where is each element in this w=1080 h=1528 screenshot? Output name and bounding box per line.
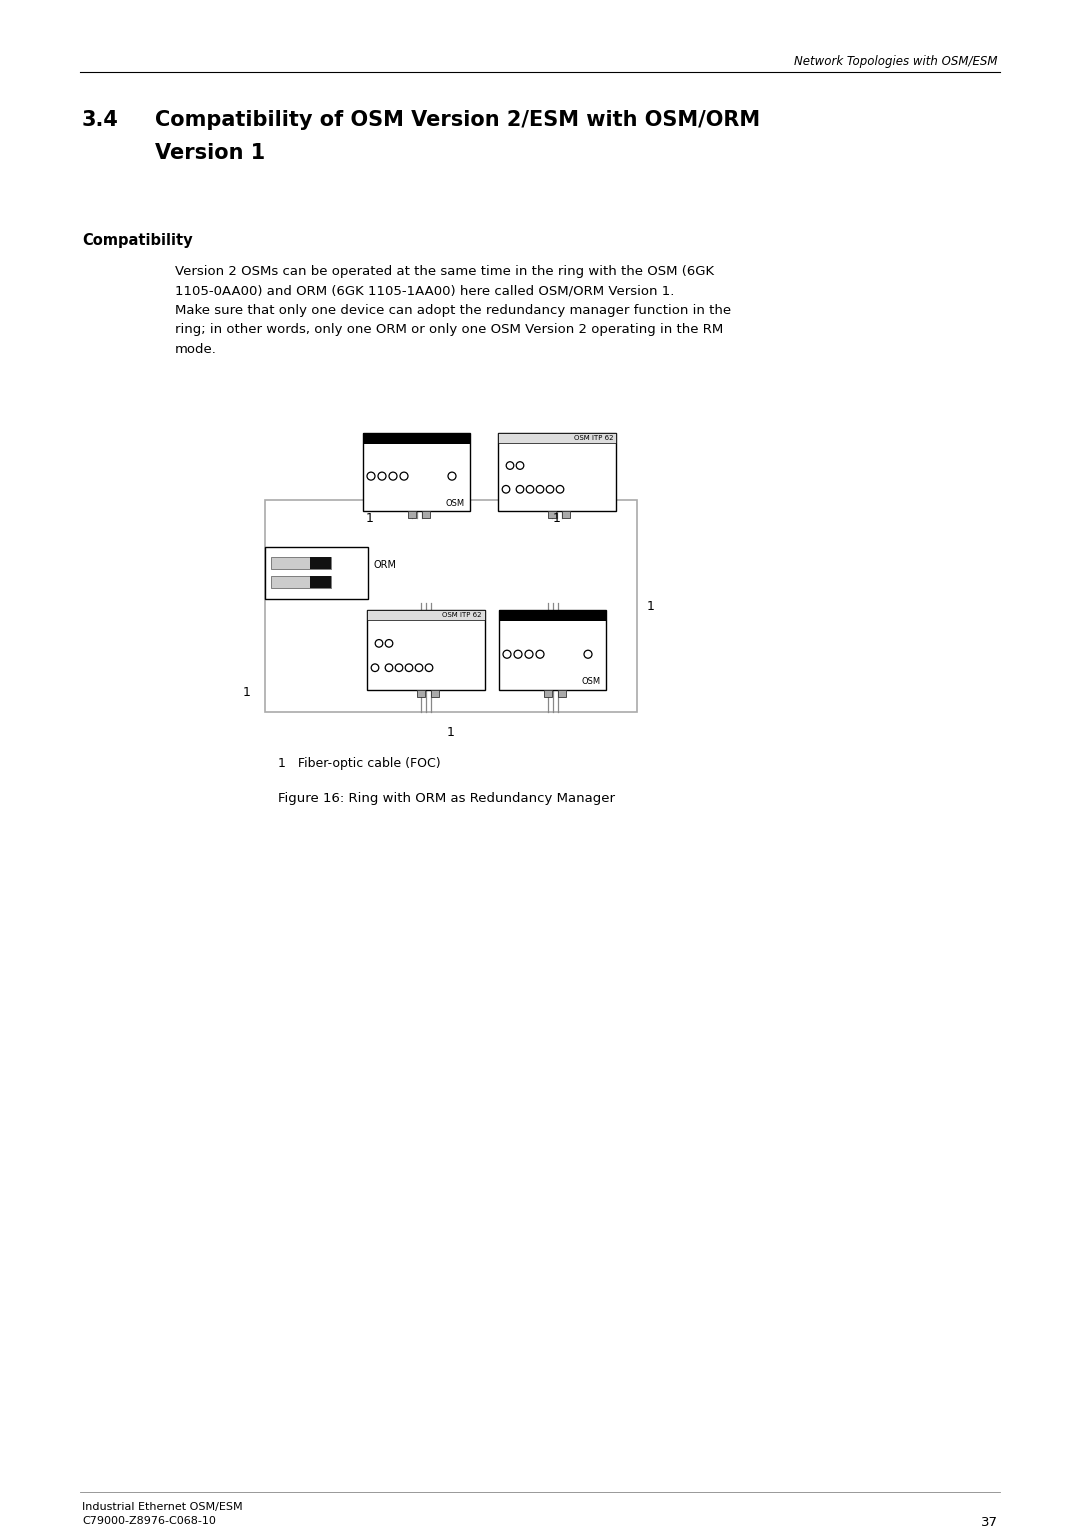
Bar: [558, 691, 566, 697]
Text: OSM: OSM: [582, 677, 600, 686]
Bar: [498, 432, 616, 510]
Text: OSM ITP 62: OSM ITP 62: [573, 435, 613, 442]
Bar: [422, 510, 430, 518]
Bar: [498, 432, 616, 443]
Text: Compatibility of OSM Version 2/ESM with OSM/ORM: Compatibility of OSM Version 2/ESM with …: [156, 110, 760, 130]
Text: Make sure that only one device can adopt the redundancy manager function in the: Make sure that only one device can adopt…: [175, 304, 731, 316]
Text: 1: 1: [647, 599, 654, 613]
Text: Network Topologies with OSM/ESM: Network Topologies with OSM/ESM: [795, 55, 998, 69]
Bar: [265, 500, 637, 712]
Bar: [271, 558, 330, 568]
Text: 1: 1: [447, 726, 455, 740]
Text: 3.4: 3.4: [82, 110, 119, 130]
Bar: [408, 510, 416, 518]
Bar: [265, 547, 368, 599]
Text: C79000-Z8976-C068-10: C79000-Z8976-C068-10: [82, 1516, 216, 1526]
Bar: [367, 610, 485, 620]
Bar: [367, 610, 485, 691]
Bar: [562, 510, 569, 518]
Text: 1   Fiber-optic cable (FOC): 1 Fiber-optic cable (FOC): [278, 756, 441, 770]
Text: 1105-0AA00) and ORM (6GK 1105-1AA00) here called OSM/ORM Version 1.: 1105-0AA00) and ORM (6GK 1105-1AA00) her…: [175, 284, 674, 298]
Text: Version 1: Version 1: [156, 144, 266, 163]
Text: 1: 1: [366, 512, 374, 526]
Bar: [548, 510, 555, 518]
Text: 37: 37: [981, 1516, 998, 1528]
Bar: [271, 576, 330, 588]
Bar: [363, 432, 470, 445]
Text: OSM ITP 62: OSM ITP 62: [443, 613, 482, 619]
Bar: [310, 558, 330, 568]
Bar: [310, 576, 330, 588]
Bar: [499, 610, 606, 622]
Text: Figure 16: Ring with ORM as Redundancy Manager: Figure 16: Ring with ORM as Redundancy M…: [278, 792, 615, 805]
Bar: [431, 691, 438, 697]
Text: ring; in other words, only one ORM or only one OSM Version 2 operating in the RM: ring; in other words, only one ORM or on…: [175, 324, 724, 336]
Text: Industrial Ethernet OSM/ESM: Industrial Ethernet OSM/ESM: [82, 1502, 243, 1513]
Text: OSM: OSM: [446, 498, 465, 507]
Text: 1: 1: [553, 512, 561, 526]
Text: Version 2 OSMs can be operated at the same time in the ring with the OSM (6GK: Version 2 OSMs can be operated at the sa…: [175, 264, 714, 278]
Bar: [417, 691, 424, 697]
Text: mode.: mode.: [175, 342, 217, 356]
Bar: [363, 432, 470, 510]
Text: ORM: ORM: [374, 561, 397, 570]
Text: 1: 1: [243, 686, 251, 698]
Bar: [499, 610, 606, 691]
Text: Compatibility: Compatibility: [82, 232, 192, 248]
Bar: [544, 691, 552, 697]
